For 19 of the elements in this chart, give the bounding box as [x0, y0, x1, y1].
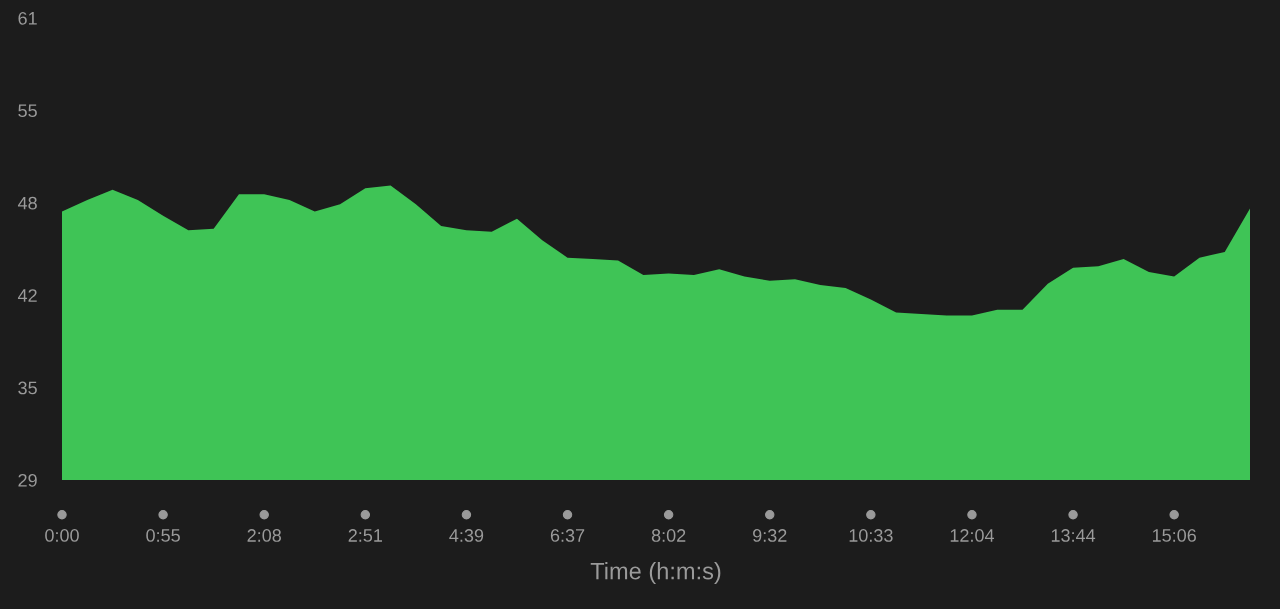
y-tick-label: 42 — [17, 289, 37, 302]
y-tick-label: 55 — [18, 104, 37, 118]
x-tick-label: 4:39 — [449, 529, 484, 542]
y-tick-label: 48 — [17, 196, 37, 210]
x-tick-label: 15:06 — [1152, 529, 1196, 542]
x-tick-label: 13:44 — [1051, 529, 1096, 542]
x-tick-label: 8:02 — [651, 529, 686, 542]
x-tick-label: 6:37 — [550, 529, 585, 542]
x-tick-label: 9:32 — [753, 529, 787, 542]
x-tick-label: 0:00 — [45, 529, 79, 542]
x-tick-label: 10:33 — [849, 529, 893, 542]
y-tick-label: 35 — [18, 381, 37, 395]
x-tick-label: 12:04 — [950, 529, 995, 542]
x-tick-label: 2:51 — [348, 529, 383, 542]
x-tick-label: 2:08 — [247, 529, 281, 542]
x-axis-title: Time (h:m:s) — [590, 562, 721, 585]
y-tick-label: 29 — [18, 473, 37, 487]
y-tick-label: 61 — [18, 11, 37, 25]
x-tick-label: 0:55 — [146, 529, 180, 542]
